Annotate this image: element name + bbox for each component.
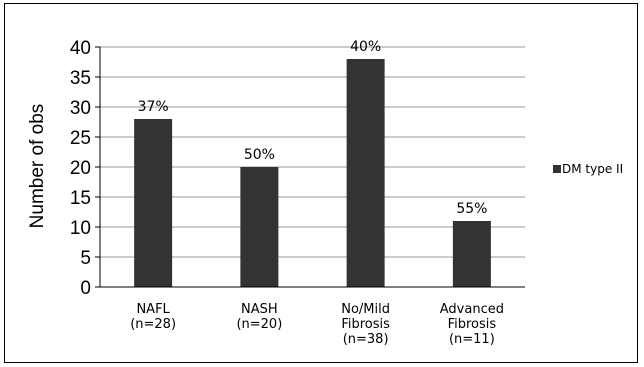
x-tick-label: (n=28) [130,317,176,332]
x-tick-label: No/Mild [341,302,390,317]
x-tick-label: Fibrosis [341,317,390,332]
y-tick-label: 30 [70,98,91,119]
bar [240,167,279,287]
data-label: 50% [244,147,275,163]
bar [134,119,173,287]
legend-swatch [553,165,561,173]
y-axis-title: Number of obs [27,104,48,229]
x-tick-label: Fibrosis [448,317,497,332]
data-label: 55% [456,201,487,217]
y-tick-label: 10 [70,218,91,239]
x-tick-label: (n=11) [449,332,495,347]
x-tick-label: (n=38) [343,332,389,347]
x-tick-label: NASH [241,302,278,317]
bar [452,221,491,287]
y-tick-label: 5 [80,248,91,269]
legend-label: DM type II [562,162,623,176]
bar [346,59,385,287]
data-label: 40% [350,39,381,55]
x-tick-label: Advanced [440,302,504,317]
chart-frame [4,3,638,363]
y-tick-label: 0 [80,278,91,299]
x-tick-label: (n=20) [236,317,282,332]
bars [134,59,491,287]
y-tick-label: 35 [70,68,91,89]
axes [95,46,525,288]
y-tick-label: 15 [70,188,91,209]
y-tick-label: 25 [70,128,91,149]
labels: 0 5 10 15 20 25 30 35 40 37% NAFL(n=28) 50% NASH(n=2… [70,38,504,347]
y-tick-label: 40 [70,38,91,59]
y-tick-label: 20 [70,158,91,179]
x-tick-label: NAFL [136,302,170,317]
data-label: 37% [138,99,169,115]
legend: DM type II [553,162,623,176]
